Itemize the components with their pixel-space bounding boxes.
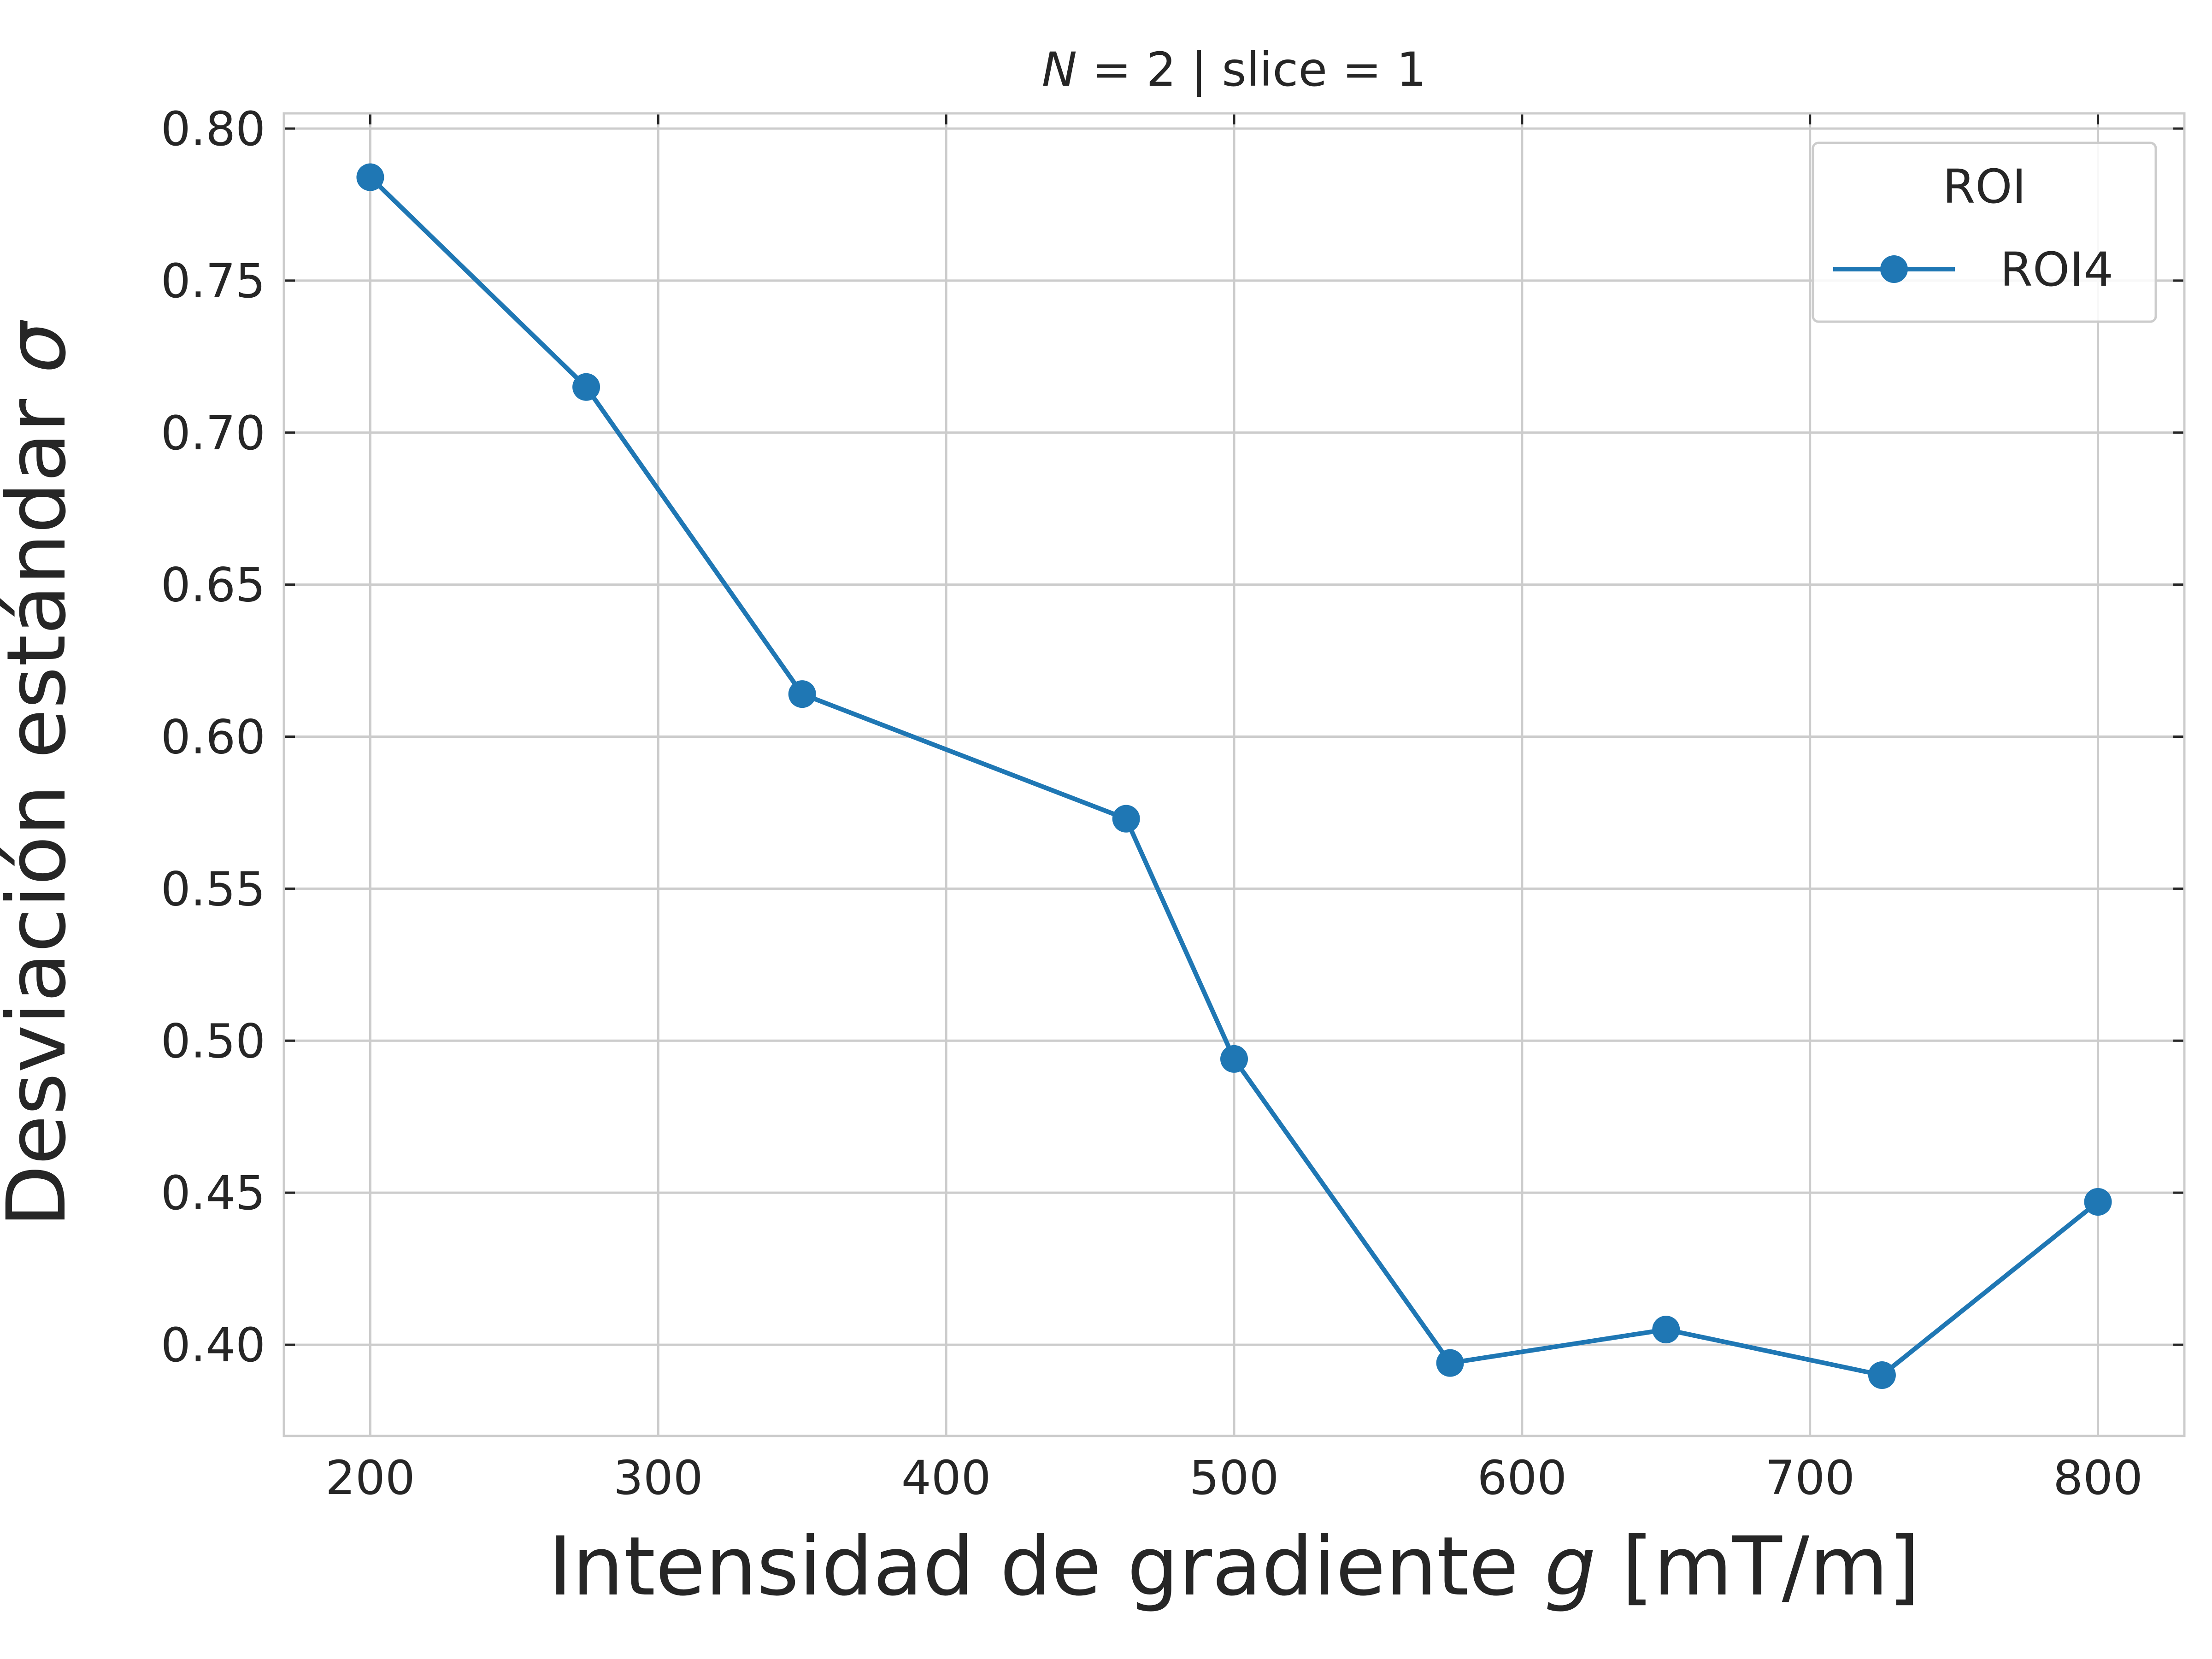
y-tick-label: 0.65: [161, 558, 265, 613]
data-point: [572, 373, 600, 401]
series-layer: [356, 163, 2112, 1389]
legend-label-roi4: ROI4: [2000, 242, 2113, 297]
data-point: [1112, 805, 1140, 833]
x-tick-label: 300: [613, 1451, 703, 1506]
y-tick-label: 0.75: [161, 254, 265, 309]
data-point: [356, 163, 384, 191]
x-axis-title-pre: Intensidad de gradiente: [548, 1519, 1545, 1614]
data-point: [1868, 1361, 1896, 1389]
x-axis-title: Intensidad de gradiente g [mT/m]: [548, 1519, 1920, 1614]
data-point: [788, 680, 816, 708]
legend-marker-roi4: [1880, 255, 1908, 283]
y-tick-label: 0.60: [161, 710, 265, 765]
legend-title: ROI: [1942, 159, 2026, 214]
y-axis-title-var: σ: [0, 319, 84, 373]
ticks: 200 300 400 500 600 700 800 0.40 0.45 0.50 0.55 0.6…: [161, 102, 2184, 1506]
x-tick-label: 200: [325, 1451, 415, 1506]
data-point: [1652, 1316, 1680, 1344]
chart-title: N = 2 | slice = 1: [1042, 42, 1427, 97]
y-axis-title-pre: Desviación estándar: [0, 373, 84, 1228]
plot-frame: [282, 112, 2186, 1437]
data-point: [2084, 1188, 2112, 1216]
x-tick-label: 700: [1765, 1451, 1855, 1506]
grid: [284, 113, 2184, 1436]
legend: ROI ROI4: [1812, 141, 2157, 323]
y-axis-title: Desviación estándar σ: [0, 319, 84, 1228]
y-tick-label: 0.40: [161, 1318, 265, 1373]
chart-title-var: N: [1042, 42, 1077, 97]
x-tick-label: 500: [1189, 1451, 1279, 1506]
y-tick-label: 0.70: [161, 406, 265, 461]
data-point: [1220, 1045, 1248, 1073]
chart-title-rest: = 2 | slice = 1: [1077, 42, 1426, 97]
y-tick-label: 0.50: [161, 1014, 265, 1069]
y-tick-label: 0.55: [161, 862, 265, 917]
y-tick-label: 0.45: [161, 1166, 265, 1221]
x-axis-title-post: [mT/m]: [1596, 1519, 1920, 1614]
data-point: [1436, 1349, 1464, 1377]
x-tick-label: 400: [901, 1451, 991, 1506]
y-tick-label: 0.80: [161, 102, 265, 157]
x-axis-title-var: g: [1544, 1519, 1596, 1614]
x-tick-label: 600: [1477, 1451, 1567, 1506]
x-tick-label: 800: [2053, 1451, 2143, 1506]
